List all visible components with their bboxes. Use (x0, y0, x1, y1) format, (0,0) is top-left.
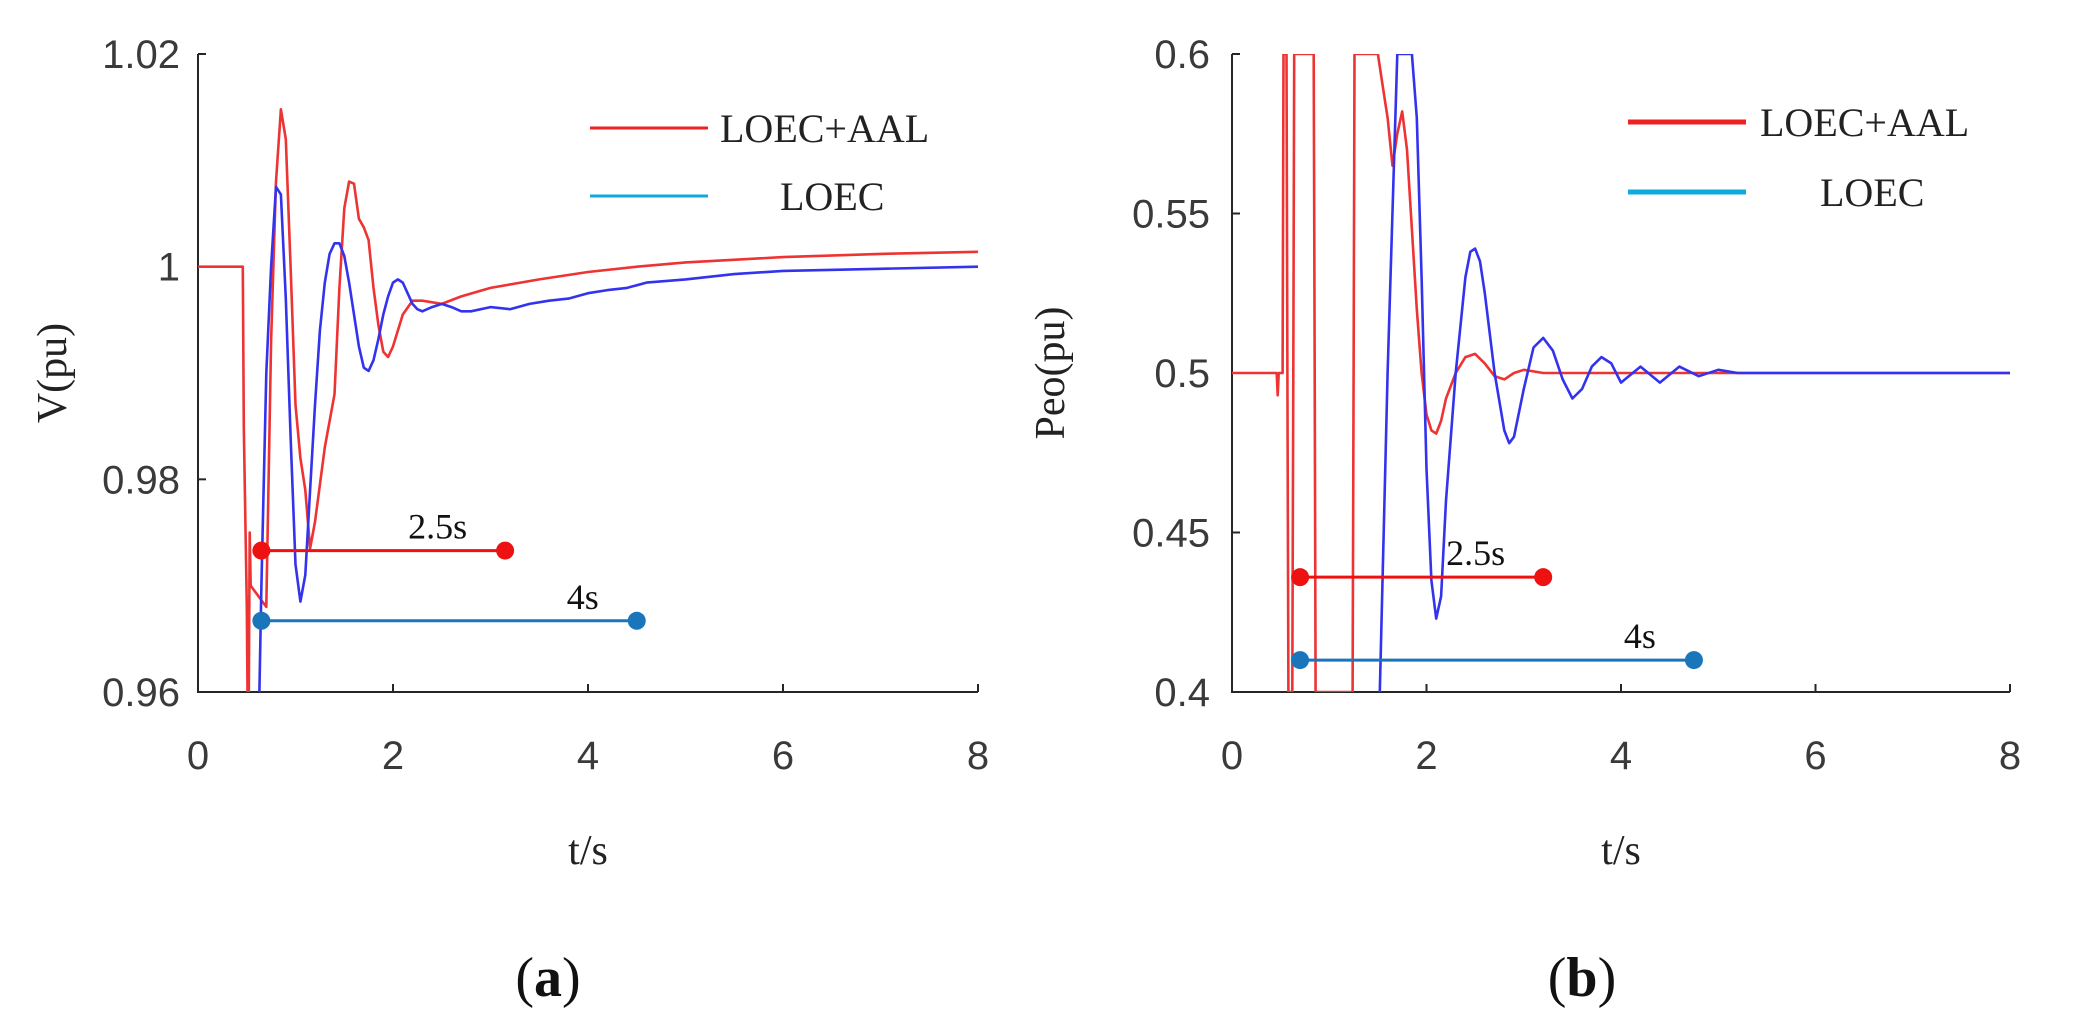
x-tick-label: 6 (772, 734, 794, 778)
y-tick-label: 0.55 (1132, 193, 1210, 237)
duration-start-marker (1291, 651, 1310, 670)
legend-label: LOEC+AAL (1760, 100, 1969, 145)
duration-label: 2.5s (408, 507, 467, 547)
y-tick-label: 0.98 (102, 458, 180, 502)
y-tick-label: 0.5 (1154, 352, 1210, 396)
x-tick-label: 2 (1415, 734, 1437, 778)
panel-letter: b (1566, 947, 1597, 1009)
x-tick-label: 0 (187, 734, 209, 778)
duration-end-marker (1534, 568, 1553, 587)
x-tick-label: 8 (1999, 734, 2021, 778)
duration-end-marker (627, 611, 646, 630)
chart-panel-a: 0 2 4 6 8 0.96 0.98 1 1.02 t/s V(pu) 2.5s 4s LOEC+AAL… (30, 33, 989, 1009)
x-tick-label: 2 (382, 734, 404, 778)
series-line-loec (258, 185, 978, 692)
x-axis-label: t/s (1601, 828, 1641, 874)
duration-start-marker (252, 541, 271, 560)
plot-area (198, 108, 978, 692)
x-tick-label: 8 (967, 734, 989, 778)
panel-label: (b) (1548, 947, 1616, 1009)
duration-end-marker (496, 541, 515, 560)
x-tick-label: 4 (1610, 734, 1632, 778)
plot-area (1232, 54, 2010, 692)
y-tick-label: 0.45 (1132, 512, 1210, 556)
duration-label: 4s (1624, 616, 1656, 656)
panel-letter: a (534, 947, 562, 1009)
legend: LOEC+AAL LOEC (1628, 100, 1969, 215)
duration-label: 2.5s (1446, 533, 1505, 573)
x-tick-label: 4 (577, 734, 599, 778)
y-axis-label: Peo(pu) (1028, 307, 1074, 440)
duration-end-marker (1684, 651, 1703, 670)
y-tick-label: 0.96 (102, 671, 180, 715)
y-tick-label: 0.6 (1154, 33, 1210, 77)
y-axis-label: V(pu) (30, 323, 76, 423)
x-tick-label: 6 (1804, 734, 1826, 778)
y-tick-label: 0.4 (1154, 671, 1210, 715)
duration-start-marker (1291, 568, 1310, 587)
series-line-loec-aal (198, 108, 978, 692)
panel-label: (a) (515, 947, 580, 1009)
x-tick-label: 0 (1221, 734, 1243, 778)
legend-label: LOEC (1820, 170, 1924, 215)
y-tick-label: 1 (158, 246, 180, 290)
chart-panel-b: 0 2 4 6 8 0.4 0.45 0.5 0.55 0.6 t/s Peo(pu) 2.5s 4s LO… (1028, 33, 2021, 1009)
legend-label: LOEC+AAL (720, 106, 929, 151)
series-line-loec-aal (1232, 54, 2010, 692)
duration-start-marker (252, 611, 271, 630)
legend: LOEC+AAL LOEC (590, 106, 929, 219)
y-tick-label: 1.02 (102, 33, 180, 77)
duration-label: 4s (567, 577, 599, 617)
legend-label: LOEC (780, 174, 884, 219)
x-axis-label: t/s (568, 828, 608, 874)
series-line-loec (1378, 54, 2010, 692)
